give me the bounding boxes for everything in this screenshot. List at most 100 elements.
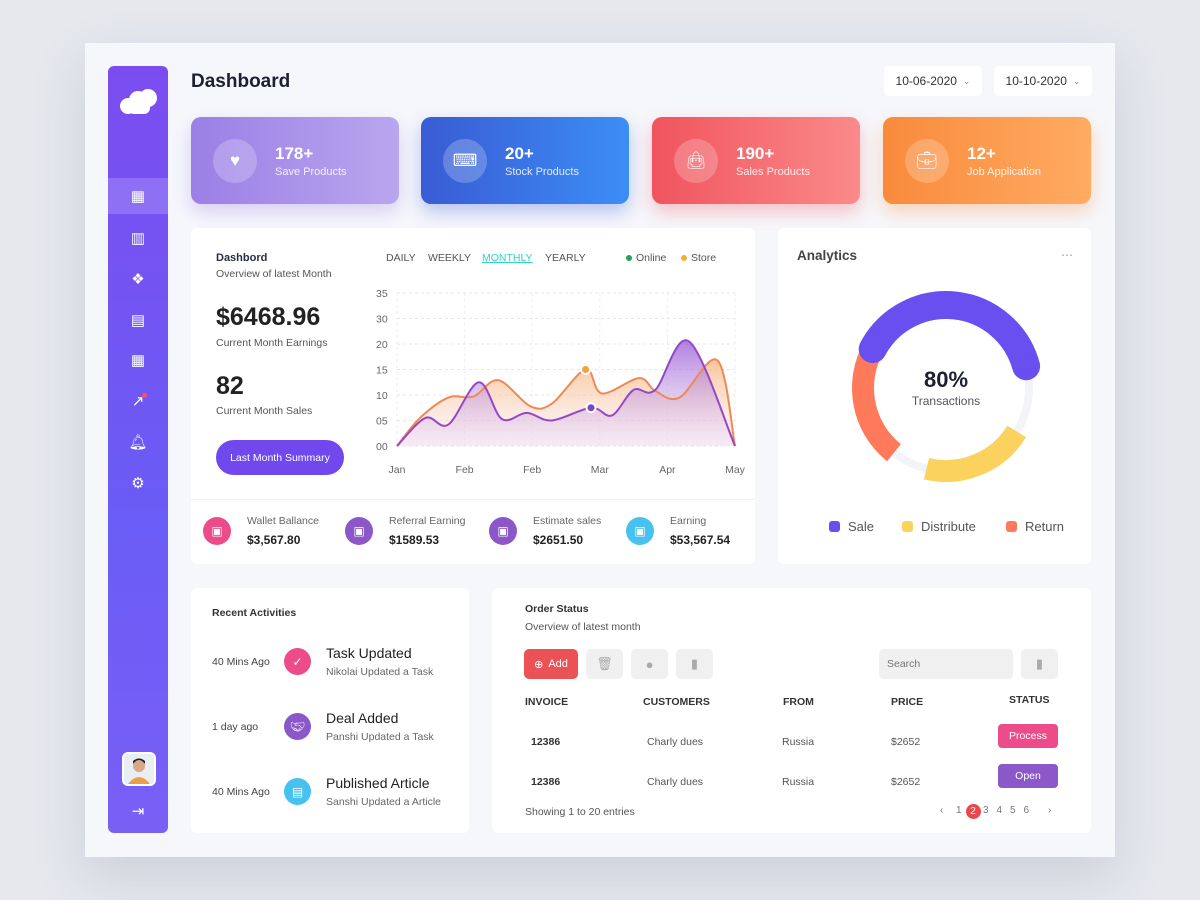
donut-segment-distribute[interactable] — [923, 425, 1027, 482]
summary-item: ▣ Earning $53,567.54 — [626, 515, 730, 547]
stat-label: Job Application — [967, 165, 1041, 178]
legend-store: Store — [681, 252, 716, 264]
sidebar: ▦ ▥ ❖ ▤ ▦ ↗ 🔔︎ ⚙ ⇥ — [108, 66, 168, 833]
document-icon: ▤ — [130, 312, 146, 329]
legend-label: Online — [636, 252, 667, 264]
cell-invoice: 12386 — [531, 736, 561, 748]
activity-subtitle: Nikolai Updated a Task — [326, 666, 434, 678]
y-tick-label: 10 — [376, 390, 388, 402]
column-invoice[interactable]: INVOICE — [525, 696, 569, 708]
add-label: Add — [548, 658, 568, 670]
calendar-icon: ▦ — [130, 352, 146, 369]
page-1[interactable]: 1 — [956, 805, 962, 816]
legend-return: Return — [1006, 519, 1064, 534]
status-badge[interactable]: Open — [998, 764, 1058, 788]
legend-label: Store — [691, 252, 717, 264]
file-icon: ▮ — [1035, 656, 1044, 671]
stat-card-job-application[interactable]: 💼︎ 12+ Job Application — [883, 117, 1091, 204]
y-tick-label: 35 — [376, 288, 388, 300]
analytics-card — [778, 228, 1091, 564]
series-marker[interactable] — [580, 364, 592, 375]
legend-sale: Sale — [829, 519, 874, 534]
stat-card-save-products[interactable]: ♥ 178+ Save Products — [191, 117, 399, 204]
summary-item: ▣ Wallet Ballance $3,567.80 — [203, 515, 319, 547]
page-3[interactable]: 3 — [983, 805, 989, 816]
earnings-value: $6468.96 — [216, 303, 321, 331]
search-input[interactable] — [879, 649, 1013, 679]
activity-item[interactable]: 40 Mins Ago ▤ Published Article Sanshi Upda… — [212, 775, 441, 808]
legend-label: Distribute — [921, 519, 976, 534]
x-tick-label: Feb — [456, 464, 474, 476]
stat-value: 20+ — [505, 143, 534, 163]
export-button[interactable]: ▮ — [1021, 649, 1058, 679]
handshake-icon: 🤝︎ — [284, 713, 311, 740]
prev-page-icon[interactable]: ‹ — [940, 805, 944, 816]
stat-value: 12+ — [967, 143, 996, 163]
activity-item[interactable]: 1 day ago 🤝︎ Deal Added Panshi Updated a Ta… — [212, 710, 434, 743]
column-customers[interactable]: CUSTOMERS — [643, 696, 710, 708]
more-icon[interactable]: ⋯ — [1061, 248, 1073, 262]
tab-daily[interactable]: DAILY — [386, 252, 416, 264]
stat-card-stock-products[interactable]: ⌨ 20+ Stock Products — [421, 117, 629, 204]
page-2[interactable]: 2 — [965, 804, 981, 819]
file-button[interactable]: ▮ — [676, 649, 713, 679]
page-6[interactable]: 6 — [1023, 805, 1030, 816]
activity-title: Deal Added — [326, 710, 399, 726]
legend-distribute: Distribute — [902, 519, 976, 534]
x-tick-label: Feb — [523, 464, 541, 476]
summary-item: ▣ Referral Earning $1589.53 — [345, 515, 465, 547]
alert-button[interactable]: ● — [631, 649, 668, 679]
add-button[interactable]: ⊕ Add — [524, 649, 578, 679]
avatar[interactable] — [122, 752, 156, 786]
activities-title: Recent Activities — [212, 607, 297, 619]
activity-title: Task Updated — [326, 645, 412, 661]
sidebar-item-notifications[interactable]: 🔔︎ — [108, 424, 168, 460]
sidebar-item-documents[interactable]: ▤ — [108, 302, 168, 338]
column-price[interactable]: PRICE — [891, 696, 924, 708]
sidebar-item-settings[interactable]: ⚙ — [108, 465, 168, 501]
cell-customer: Charly dues — [647, 776, 704, 788]
logout-button[interactable]: ⇥ — [108, 793, 168, 829]
sidebar-item-charts[interactable]: ▥ — [108, 220, 168, 256]
file-icon: ▮ — [690, 656, 699, 671]
cell-invoice: 12386 — [531, 776, 561, 788]
sidebar-item-calendar[interactable]: ▦ — [108, 342, 168, 378]
series-line-online — [396, 339, 736, 447]
order-status-card — [492, 588, 1091, 833]
donut-segment-sale[interactable] — [858, 291, 1041, 381]
y-tick-label: 20 — [376, 339, 388, 351]
date-to-dropdown[interactable]: 10-10-2020 ⌄ — [994, 66, 1092, 96]
tab-monthly[interactable]: MONTHLY — [482, 252, 533, 264]
date-from-dropdown[interactable]: 10-06-2020 ⌄ — [884, 66, 982, 96]
summary-label: Estimate sales — [533, 515, 602, 527]
analytics-donut — [852, 291, 1041, 482]
sidebar-item-apps[interactable]: ❖ — [108, 261, 168, 297]
sidebar-item-trends[interactable]: ↗ — [108, 383, 168, 419]
recent-activities-card — [191, 588, 469, 833]
status-badge[interactable]: Process — [998, 724, 1058, 748]
series-marker[interactable] — [585, 402, 597, 414]
last-month-summary-button[interactable]: Last Month Summary — [216, 440, 344, 475]
activity-item[interactable]: 40 Mins Ago ✓ Task Updated Nikolai Updated … — [212, 645, 433, 678]
wallet-icon: ▣ — [345, 517, 373, 545]
stat-value: 190+ — [736, 143, 775, 163]
sidebar-item-dashboard[interactable]: ▦ — [108, 178, 168, 214]
y-tick-label: 30 — [376, 314, 388, 326]
delete-button[interactable]: 🗑︎ — [586, 649, 623, 679]
next-page-icon[interactable]: › — [1048, 805, 1052, 816]
alert-icon: ● — [645, 656, 654, 672]
column-from[interactable]: FROM — [783, 696, 814, 708]
tab-weekly[interactable]: WEEKLY — [428, 252, 471, 264]
x-tick-label: Jan — [389, 464, 406, 476]
divider — [191, 499, 755, 500]
page-4[interactable]: 4 — [996, 805, 1003, 816]
chevron-down-icon: ⌄ — [1072, 75, 1081, 86]
stat-card-sales-products[interactable]: 👜︎ 190+ Sales Products — [652, 117, 860, 204]
summary-label: Wallet Ballance — [247, 515, 319, 527]
tab-yearly[interactable]: YEARLY — [545, 252, 586, 264]
page-5[interactable]: 5 — [1010, 805, 1016, 816]
cell-price: $2652 — [891, 776, 921, 788]
activity-time: 40 Mins Ago — [212, 655, 270, 668]
heart-icon: ♥ — [213, 138, 257, 183]
column-status[interactable]: STATUS — [1009, 694, 1050, 706]
